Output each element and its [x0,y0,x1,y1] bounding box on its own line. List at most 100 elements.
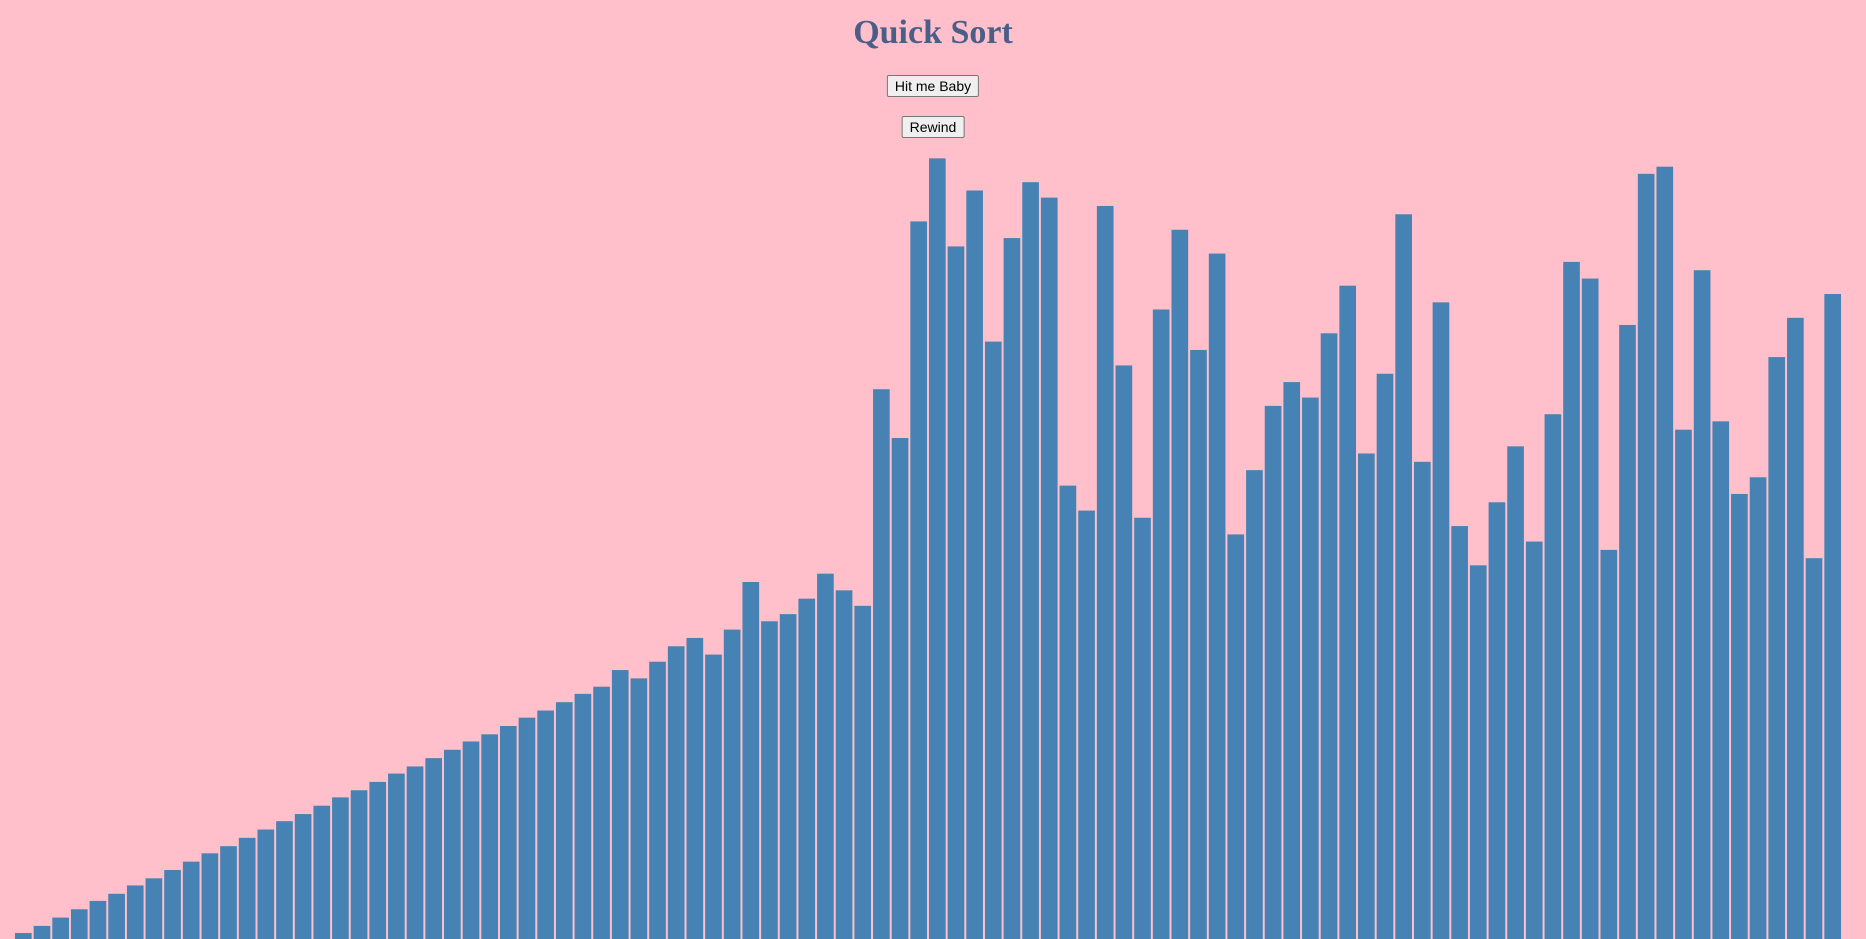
bar [1731,493,1748,939]
bar [1302,397,1319,939]
bar [873,389,890,939]
bar [1824,294,1841,939]
bar [1134,517,1151,939]
bar [444,749,461,939]
bar [723,629,741,939]
bar [1208,253,1226,939]
bar [70,909,88,939]
bar [705,654,722,939]
bar [1693,270,1711,939]
bar [817,573,834,939]
bar [1003,238,1021,939]
bar [1544,414,1562,939]
bar [1619,324,1636,939]
bar [1171,229,1189,939]
bar [1712,421,1730,939]
bar [1078,510,1095,939]
bar [929,158,946,939]
bar [462,741,480,939]
bar [238,837,256,939]
bar [966,190,983,939]
bar [835,590,853,939]
bar [1190,349,1207,939]
bar [1376,373,1394,939]
bar [798,598,816,939]
bar [593,686,610,939]
bar [667,646,685,939]
bar [1451,526,1468,939]
bar [649,661,666,939]
bar [1581,278,1599,939]
bar [1469,565,1487,939]
bar [33,925,51,939]
bar [1600,549,1618,939]
title: Quick Sort [853,14,1013,51]
bar [1787,317,1804,939]
bar [1115,365,1133,939]
bar [1264,405,1282,939]
bar [406,766,424,939]
bar [1227,534,1245,939]
bar [15,933,32,939]
bar [313,805,331,939]
bar [220,846,237,939]
bar [1675,429,1692,939]
bar [1563,261,1580,939]
bar [574,693,592,939]
bar [779,614,797,939]
bar [369,781,387,939]
bar [388,773,405,939]
bar [108,893,125,939]
bar [1395,214,1412,939]
bar [481,734,498,939]
bar [126,885,144,939]
bar [257,829,275,939]
bar [276,821,293,939]
bar [1320,333,1338,939]
bar [630,678,648,939]
bar [910,221,927,939]
bar [1507,446,1524,939]
bar [1152,309,1170,939]
bar [1768,357,1786,939]
bar [425,758,443,939]
bar [761,621,778,939]
bar [537,710,554,939]
bar [555,702,573,939]
bar [1096,205,1114,939]
bar [1022,182,1039,939]
bar [1525,541,1543,939]
bar [332,797,349,939]
bar [1246,470,1263,939]
bar [1488,502,1506,939]
bar [1432,302,1450,939]
bar [854,605,872,939]
bar [164,869,181,939]
bar [182,861,200,939]
bar [947,246,965,939]
bar [891,438,909,939]
bar [499,725,517,939]
bar [1358,453,1375,939]
bar [1283,382,1301,939]
bar [1339,285,1357,939]
bar [984,341,1002,939]
bar [1040,197,1058,939]
bar [1749,477,1767,939]
bar [52,917,69,939]
bar [145,878,163,939]
rewind-button[interactable]: Rewind [901,116,965,138]
bar [201,853,219,939]
bar [686,637,704,939]
bar [1637,173,1655,939]
bar [1059,485,1077,939]
bar [294,814,312,939]
bar [1656,166,1674,939]
start-button[interactable]: Hit me Baby [886,75,980,97]
bar [742,582,760,939]
bar [89,900,107,939]
bar [1413,461,1431,939]
